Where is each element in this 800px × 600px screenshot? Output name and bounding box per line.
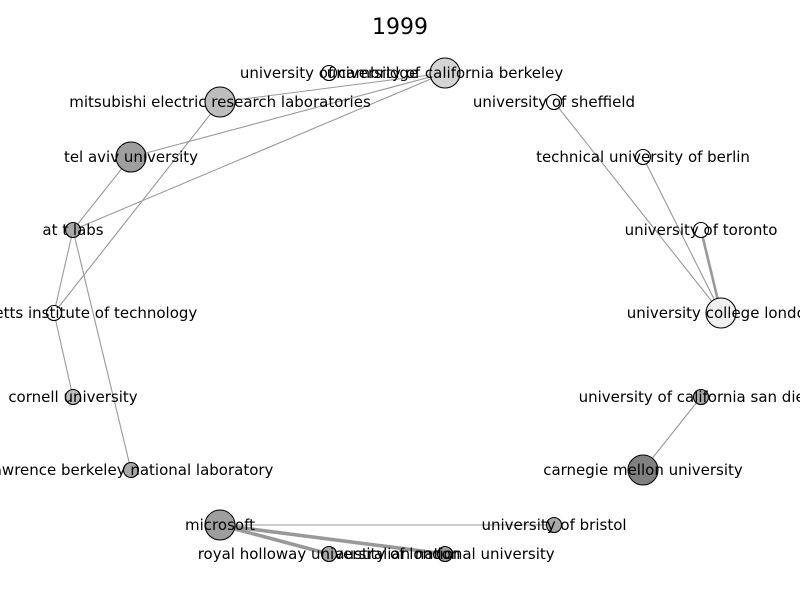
edge-ucb-att (72, 72, 446, 231)
node-tub (634, 148, 652, 166)
node-label-rhul: royal holloway university of london (198, 545, 461, 563)
node-label-cmu: carnegie mellon university (543, 461, 743, 479)
node-label-msft: microsoft (185, 516, 255, 534)
node-label-bristol: university of bristol (481, 516, 626, 534)
node-cam (320, 64, 338, 82)
node-ucsd (692, 388, 710, 406)
label-layer: university of california berkeleyunivers… (0, 64, 800, 563)
node-ucb (429, 57, 461, 89)
node-bristol (545, 516, 563, 534)
node-rhul (320, 545, 338, 563)
node-cmu (627, 454, 659, 486)
node-label-ucl: university college london (627, 304, 800, 322)
edge-merl-mit (53, 101, 221, 314)
edge-msft-rhul (219, 523, 330, 556)
edge-att-lbnl (72, 229, 132, 471)
node-lbnl (122, 461, 140, 479)
node-toronto (692, 221, 710, 239)
node-layer (45, 57, 737, 563)
edge-tub-ucl (642, 156, 722, 314)
edge-msft-anu (219, 523, 446, 556)
node-label-lbnl: lawrence berkeley national laboratory (0, 461, 274, 479)
node-label-tau: tel aviv university (64, 148, 198, 166)
node-label-anu: australian national university (335, 545, 554, 563)
node-cornell (64, 388, 82, 406)
node-label-cornell: cornell university (8, 388, 137, 406)
edge-mit-cornell (53, 312, 74, 398)
node-ucl (705, 297, 737, 329)
node-anu (436, 545, 454, 563)
edge-sheffield-ucl (553, 101, 722, 314)
edge-ucb-merl (219, 72, 446, 103)
node-mit (45, 304, 63, 322)
node-label-merl: mitsubishi electric research laboratorie… (69, 93, 371, 111)
edge-ucb-tau (130, 72, 446, 158)
node-tau (115, 141, 147, 173)
node-label-sheffield: university of sheffield (473, 93, 635, 111)
node-label-ucb: university of california berkeley (327, 64, 564, 82)
node-label-tub: technical university of berlin (536, 148, 750, 166)
edge-att-mit (53, 229, 74, 314)
node-label-toronto: university of toronto (625, 221, 778, 239)
node-msft (204, 509, 236, 541)
node-label-mit: massachusetts institute of technology (0, 304, 197, 322)
node-merl (204, 86, 236, 118)
node-label-att: at t labs (42, 221, 103, 239)
node-label-cam: university of cambridge (240, 64, 418, 82)
node-sheffield (545, 93, 563, 111)
node-att (64, 221, 82, 239)
graph-title: 1999 (372, 15, 428, 40)
node-label-ucsd: university of california san diego (579, 388, 800, 406)
